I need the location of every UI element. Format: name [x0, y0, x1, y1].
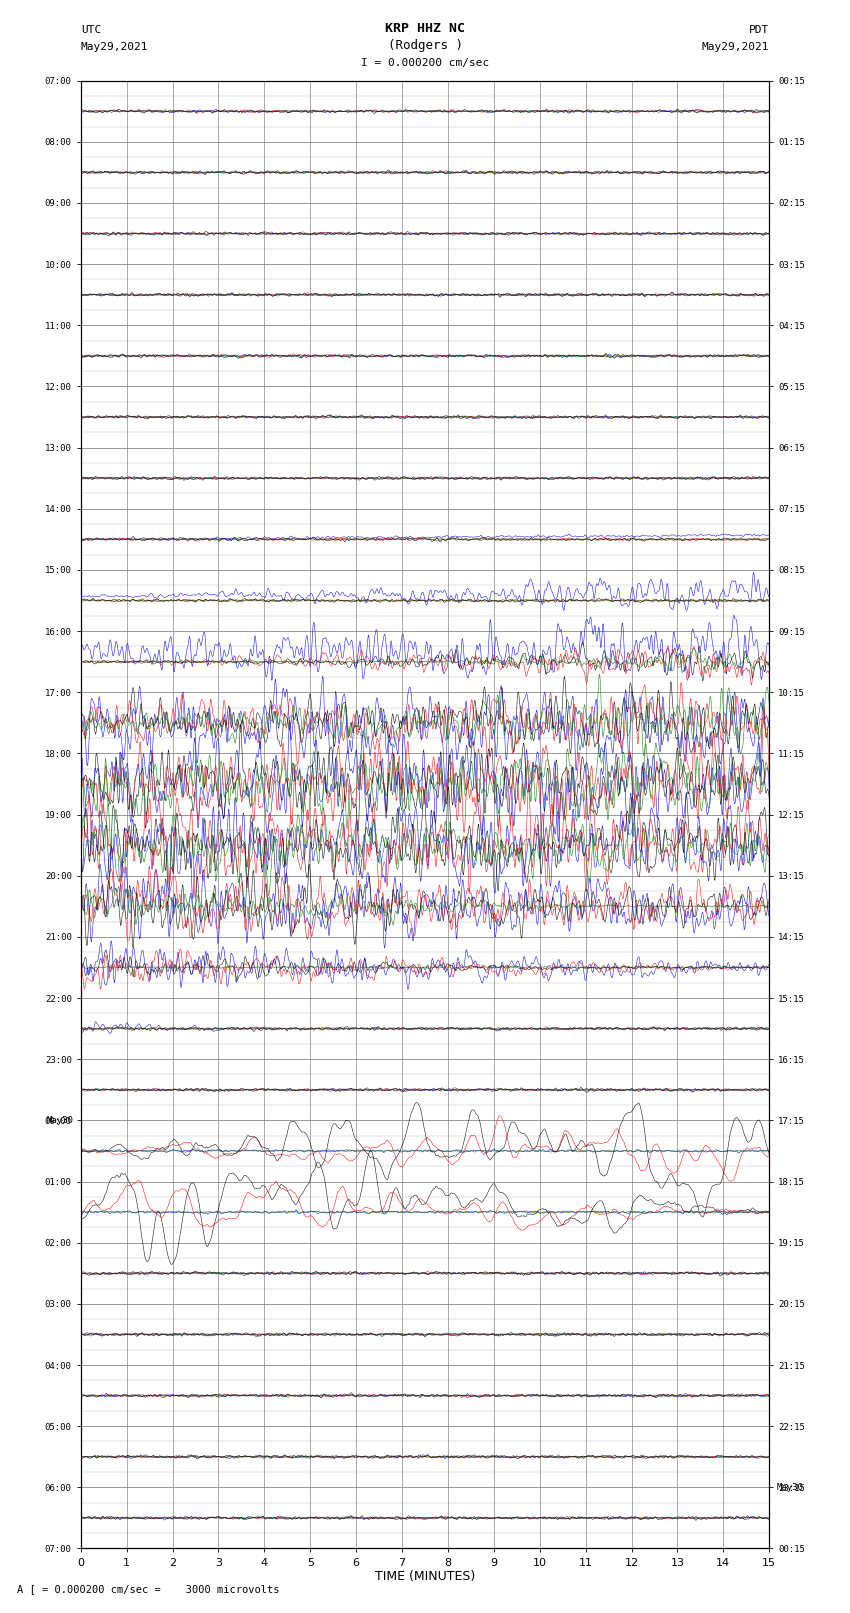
Text: PDT: PDT	[749, 26, 769, 35]
Text: May30: May30	[47, 1116, 74, 1124]
Text: KRP HHZ NC: KRP HHZ NC	[385, 23, 465, 35]
X-axis label: TIME (MINUTES): TIME (MINUTES)	[375, 1571, 475, 1584]
Text: May29,2021: May29,2021	[702, 42, 769, 52]
Text: I = 0.000200 cm/sec: I = 0.000200 cm/sec	[361, 58, 489, 68]
Text: (Rodgers ): (Rodgers )	[388, 39, 462, 52]
Text: UTC: UTC	[81, 26, 101, 35]
Text: A [ = 0.000200 cm/sec =    3000 microvolts: A [ = 0.000200 cm/sec = 3000 microvolts	[17, 1584, 280, 1594]
Text: May30: May30	[776, 1482, 803, 1492]
Text: May29,2021: May29,2021	[81, 42, 148, 52]
